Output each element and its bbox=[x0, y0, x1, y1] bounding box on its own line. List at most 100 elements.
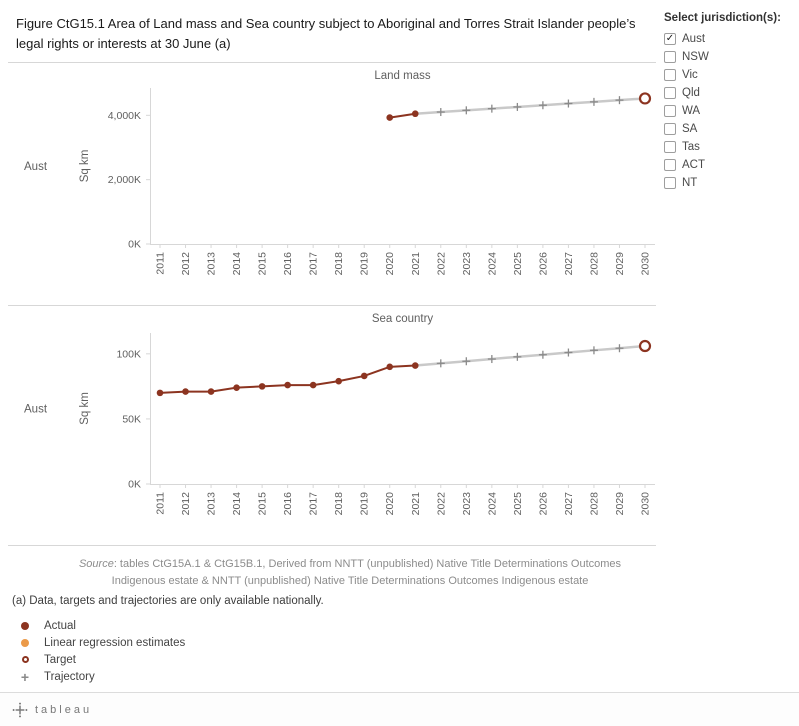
svg-text:2020: 2020 bbox=[384, 492, 396, 516]
svg-text:2019: 2019 bbox=[359, 492, 371, 516]
sea-country-chart[interactable]: Sea country Aust Sq km 0K 50K 100K 2011 2012 201… bbox=[0, 305, 700, 547]
jurisdiction-option-tas[interactable]: Tas bbox=[664, 138, 794, 156]
svg-text:2023: 2023 bbox=[461, 252, 473, 276]
jurisdiction-label: Tas bbox=[682, 141, 700, 153]
footer-bar: tableau bbox=[0, 692, 799, 726]
svg-text:2015: 2015 bbox=[257, 252, 269, 276]
svg-text:2011: 2011 bbox=[155, 252, 167, 275]
legend-item-target[interactable]: Target bbox=[14, 651, 185, 668]
svg-text:2021: 2021 bbox=[410, 492, 422, 516]
svg-text:2030: 2030 bbox=[640, 492, 652, 516]
svg-text:0K: 0K bbox=[128, 479, 141, 491]
jurisdiction-option-aust[interactable]: ✓ Aust bbox=[664, 30, 794, 48]
legend-label: Linear regression estimates bbox=[44, 636, 186, 649]
jurisdiction-option-act[interactable]: ACT bbox=[664, 156, 794, 174]
legend: Actual Linear regression estimates Target +… bbox=[14, 617, 185, 685]
legend-item-actual[interactable]: Actual bbox=[14, 617, 185, 634]
source-line1-text: : tables CtG15A.1 & CtG15B.1, Derived fr… bbox=[113, 558, 622, 570]
legend-item-linear-regression-estimates[interactable]: Linear regression estimates bbox=[14, 634, 185, 651]
svg-text:Aust: Aust bbox=[24, 161, 48, 173]
svg-text:2025: 2025 bbox=[512, 492, 524, 516]
checkbox-unchecked-icon[interactable] bbox=[664, 87, 676, 99]
footnote: (a) Data, targets and trajectories are o… bbox=[12, 595, 324, 607]
legend-label: Trajectory bbox=[44, 670, 95, 683]
svg-text:Sea country: Sea country bbox=[372, 313, 434, 325]
jurisdiction-filter-list: ✓ Aust NSW Vic Qld WA SA Tas ACT NT bbox=[664, 30, 794, 192]
jurisdiction-option-wa[interactable]: WA bbox=[664, 102, 794, 120]
svg-text:2019: 2019 bbox=[359, 252, 371, 276]
filter-title: Select jurisdiction(s): bbox=[664, 12, 781, 24]
svg-text:2016: 2016 bbox=[282, 252, 294, 276]
svg-text:2028: 2028 bbox=[588, 252, 600, 276]
checkbox-unchecked-icon[interactable] bbox=[664, 105, 676, 117]
jurisdiction-filter: Select jurisdiction(s): ✓ Aust NSW Vic Qld WA… bbox=[664, 12, 794, 192]
jurisdiction-option-vic[interactable]: Vic bbox=[664, 66, 794, 84]
filled-circle-icon bbox=[14, 621, 36, 630]
jurisdiction-label: Aust bbox=[682, 33, 706, 45]
svg-text:2013: 2013 bbox=[206, 492, 218, 516]
svg-text:2013: 2013 bbox=[206, 252, 218, 276]
jurisdiction-option-nsw[interactable]: NSW bbox=[664, 48, 794, 66]
checkbox-unchecked-icon[interactable] bbox=[664, 177, 676, 189]
svg-text:2029: 2029 bbox=[614, 252, 626, 276]
tableau-wordmark: tableau bbox=[35, 703, 93, 716]
svg-text:2030: 2030 bbox=[640, 252, 652, 276]
svg-text:2015: 2015 bbox=[257, 492, 269, 516]
filled-circle-icon bbox=[14, 638, 36, 647]
svg-text:4,000K: 4,000K bbox=[108, 110, 141, 122]
checkbox-unchecked-icon[interactable] bbox=[664, 123, 676, 135]
svg-text:2020: 2020 bbox=[384, 252, 396, 276]
svg-text:Aust: Aust bbox=[24, 404, 48, 416]
jurisdiction-label: NT bbox=[682, 177, 698, 189]
svg-text:2021: 2021 bbox=[410, 252, 422, 276]
jurisdiction-option-qld[interactable]: Qld bbox=[664, 84, 794, 102]
checkbox-unchecked-icon[interactable] bbox=[664, 69, 676, 81]
svg-text:2018: 2018 bbox=[333, 492, 345, 516]
source-label: Source bbox=[78, 558, 114, 570]
tableau-glyph-icon bbox=[12, 702, 28, 717]
svg-text:2025: 2025 bbox=[512, 252, 524, 276]
checkbox-checked-icon[interactable]: ✓ bbox=[664, 33, 676, 45]
legend-label: Target bbox=[44, 653, 76, 666]
checkbox-unchecked-icon[interactable] bbox=[664, 159, 676, 171]
checkbox-unchecked-icon[interactable] bbox=[664, 51, 676, 63]
svg-text:2022: 2022 bbox=[435, 492, 447, 516]
source-line-2: Indigenous estate & NNTT (unpublished) N… bbox=[111, 575, 589, 587]
jurisdiction-option-sa[interactable]: SA bbox=[664, 120, 794, 138]
svg-text:2026: 2026 bbox=[537, 492, 549, 516]
svg-text:2022: 2022 bbox=[435, 252, 447, 276]
svg-text:2027: 2027 bbox=[563, 492, 575, 516]
svg-text:2016: 2016 bbox=[282, 492, 294, 516]
source-line-1: Source: tables CtG15A.1 & CtG15B.1, Deri… bbox=[30, 556, 670, 573]
open-circle-icon bbox=[14, 656, 36, 663]
jurisdiction-label: ACT bbox=[682, 159, 705, 171]
svg-text:Sq km: Sq km bbox=[79, 392, 91, 425]
checkbox-unchecked-icon[interactable] bbox=[664, 141, 676, 153]
svg-text:2012: 2012 bbox=[180, 252, 192, 276]
svg-text:Sq km: Sq km bbox=[79, 150, 91, 183]
svg-text:0K: 0K bbox=[128, 239, 141, 251]
land-mass-chart[interactable]: Land mass Aust Sq km 0K 2,000K 4,000K 2011 2012… bbox=[0, 62, 700, 305]
svg-text:Land mass: Land mass bbox=[374, 70, 431, 82]
svg-text:2028: 2028 bbox=[588, 492, 600, 516]
jurisdiction-label: Qld bbox=[682, 87, 700, 99]
svg-text:2024: 2024 bbox=[486, 492, 498, 516]
jurisdiction-label: SA bbox=[682, 123, 698, 135]
svg-text:2012: 2012 bbox=[180, 492, 192, 516]
svg-text:2029: 2029 bbox=[614, 492, 626, 516]
svg-text:2024: 2024 bbox=[486, 252, 498, 276]
svg-text:2011: 2011 bbox=[155, 492, 167, 515]
svg-text:2,000K: 2,000K bbox=[108, 174, 141, 186]
jurisdiction-label: NSW bbox=[682, 51, 709, 63]
legend-item-trajectory[interactable]: + Trajectory bbox=[14, 668, 185, 685]
svg-text:2026: 2026 bbox=[537, 252, 549, 276]
figure-title: Figure CtG15.1 Area of Land mass and Sea… bbox=[16, 16, 636, 52]
jurisdiction-option-nt[interactable]: NT bbox=[664, 174, 794, 192]
svg-text:2017: 2017 bbox=[308, 252, 320, 276]
svg-text:2014: 2014 bbox=[231, 252, 243, 276]
tableau-logo[interactable]: tableau bbox=[12, 702, 92, 718]
source-note: Source: tables CtG15A.1 & CtG15B.1, Deri… bbox=[30, 556, 670, 590]
legend-label: Actual bbox=[44, 619, 76, 632]
svg-text:50K: 50K bbox=[122, 413, 141, 425]
